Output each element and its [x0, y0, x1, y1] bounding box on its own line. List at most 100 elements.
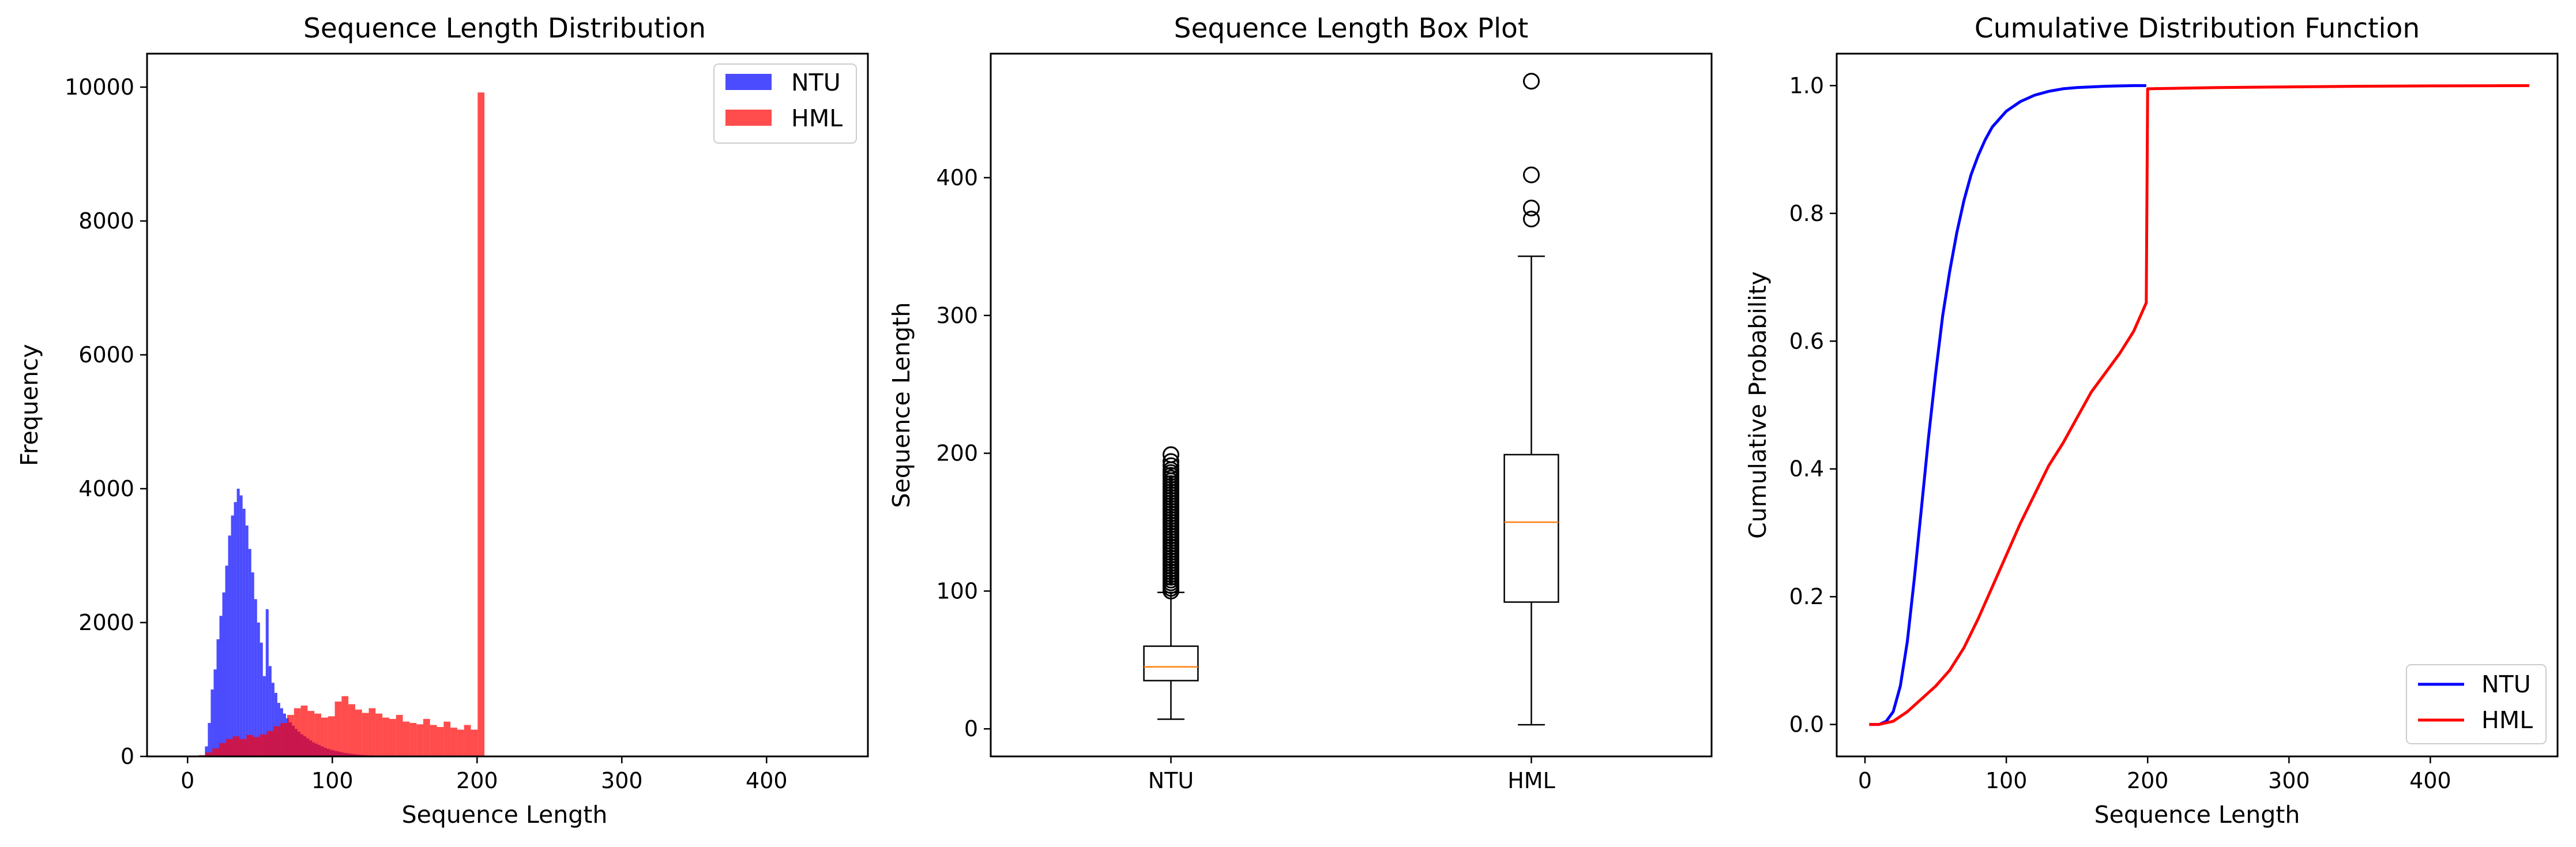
cdf-y-tick-label: 0.6: [1789, 328, 1824, 354]
cdf-y-tick-label: 0.0: [1789, 712, 1824, 737]
histogram-legend: NTU HML: [713, 63, 857, 144]
boxplot-x-tick-label: HML: [1507, 768, 1555, 793]
histogram-bar-ntu: [248, 549, 251, 756]
boxplot-y-tick-label: 0: [964, 716, 978, 741]
histogram-bar-hml: [212, 748, 219, 756]
boxplot-panel: Sequence Length Box Plot NTU HML 0 100 200 3…: [888, 13, 1713, 793]
histogram-bar-hml: [253, 737, 260, 756]
cdf-line-ntu: [1869, 84, 2146, 726]
cdf-y-tick-label: 0.8: [1789, 201, 1824, 226]
histogram-legend-swatch-ntu: [725, 74, 772, 90]
histogram-bar-hml: [375, 713, 383, 756]
histogram-bar-ntu: [257, 623, 260, 756]
histogram-bar-hml: [382, 717, 389, 756]
boxplot-outlier-hml: [1523, 199, 1540, 216]
histogram-bar-hml: [205, 752, 213, 756]
histogram-bar-ntu: [213, 669, 217, 756]
histogram-bar-hml: [477, 92, 485, 756]
cdf-x-tick-label: 300: [2268, 768, 2310, 793]
cdf-x-axis-label: Sequence Length: [2094, 801, 2300, 829]
histogram-legend-label-hml: HML: [791, 104, 843, 132]
histogram-x-tick-label: 400: [746, 768, 788, 793]
boxplot-marks: [1143, 73, 1559, 726]
histogram-y-tick-label: 0: [121, 744, 134, 769]
histogram-x-axis-label: Sequence Length: [402, 801, 608, 829]
histogram-legend-swatch-hml: [725, 110, 772, 126]
histogram-x-ticks: 0 100 200 300 400: [180, 756, 788, 793]
cdf-x-ticks: 0 100 200 300 400: [1858, 756, 2451, 793]
histogram-title: Sequence Length Distribution: [303, 13, 706, 44]
histogram-y-tick-label: 2000: [78, 610, 134, 635]
histogram-bar-ntu: [271, 683, 274, 756]
histogram-axes-frame: [146, 53, 869, 758]
cdf-legend-label-ntu: NTU: [2481, 670, 2531, 698]
histogram-bar-hml: [239, 739, 247, 756]
boxplot-outlier-ntu: [1163, 457, 1179, 474]
histogram-bar-ntu: [205, 746, 208, 756]
boxplot-y-tick-label: 300: [936, 303, 978, 328]
histogram-bar-hml: [348, 704, 355, 756]
boxplot-y-tick-label: 200: [936, 441, 978, 466]
histogram-bar-ntu: [268, 666, 272, 756]
cdf-legend: NTU HML: [2406, 664, 2547, 744]
cdf-y-tick-label: 0.4: [1789, 456, 1824, 482]
cdf-panel: Cumulative Distribution Function 0 100 200…: [1744, 13, 2559, 829]
cdf-x-tick-label: 0: [1858, 768, 1872, 793]
histogram-bar-ntu: [242, 508, 246, 756]
histogram-bar-hml: [368, 708, 376, 756]
histogram-x-tick-label: 300: [601, 768, 643, 793]
cdf-axes-frame: [1836, 53, 2559, 758]
histogram-bar-hml: [403, 721, 410, 756]
histogram-bar-hml: [471, 729, 478, 756]
histogram-bar-hml: [362, 713, 369, 756]
histogram-legend-label-ntu: NTU: [791, 69, 841, 96]
histogram-bar-ntu: [210, 689, 214, 756]
boxplot-axes-frame: [990, 53, 1713, 758]
boxplot-x-tick-label: NTU: [1148, 768, 1194, 793]
histogram-y-ticks: 0 2000 4000 6000 8000 10000: [65, 74, 147, 769]
histogram-bar-hml: [300, 705, 308, 756]
histogram-bar-hml: [246, 734, 253, 756]
cdf-legend-label-hml: HML: [2481, 706, 2533, 734]
histogram-bar-ntu: [262, 676, 266, 756]
histogram-bar-ntu: [260, 642, 263, 756]
histogram-bar-hml: [232, 736, 240, 756]
cdf-y-tick-label: 0.2: [1789, 584, 1824, 609]
histogram-bar-ntu: [274, 692, 277, 756]
histogram-x-tick-label: 0: [180, 768, 194, 793]
histogram-bar-ntu: [236, 489, 240, 756]
histogram-bar-hml: [321, 717, 328, 756]
histogram-bar-ntu: [216, 639, 220, 756]
histogram-bar-hml: [266, 730, 274, 756]
boxplot-outlier-hml: [1523, 211, 1540, 228]
histogram-panel: Sequence Length Distribution 0 100 200 300 4…: [16, 13, 869, 829]
histogram-y-axis-label: Frequency: [16, 344, 43, 466]
boxplot-y-tick-label: 100: [936, 578, 978, 604]
histogram-bar-ntu: [245, 525, 249, 756]
histogram-bar-hml: [341, 696, 349, 756]
boxplot-outlier-hml: [1523, 73, 1540, 90]
boxplot-y-axis-label: Sequence Length: [888, 302, 915, 508]
histogram-bar-hml: [314, 713, 321, 756]
histogram-bar-ntu: [225, 565, 228, 756]
histogram-bar-hml: [355, 709, 362, 756]
histogram-bars: [191, 92, 485, 756]
histogram-bar-hml: [450, 728, 457, 756]
boxplot-outlier-ntu: [1163, 446, 1179, 463]
histogram-bar-hml: [416, 724, 423, 756]
histogram-bar-ntu: [219, 616, 223, 756]
histogram-y-tick-label: 6000: [78, 342, 134, 368]
histogram-bar-hml: [280, 723, 287, 756]
histogram-bar-hml: [260, 734, 267, 756]
histogram-bar-ntu: [239, 495, 243, 756]
histogram-bar-ntu: [234, 502, 237, 756]
histogram-y-tick-label: 4000: [78, 476, 134, 501]
histogram-bar-hml: [430, 725, 437, 756]
histogram-bar-hml: [443, 721, 451, 756]
cdf-title: Cumulative Distribution Function: [1975, 13, 2420, 44]
cdf-y-axis-label: Cumulative Probability: [1744, 271, 1772, 539]
boxplot-y-tick-label: 400: [936, 165, 978, 190]
histogram-bar-hml: [273, 726, 281, 756]
histogram-bar-hml: [294, 708, 301, 756]
